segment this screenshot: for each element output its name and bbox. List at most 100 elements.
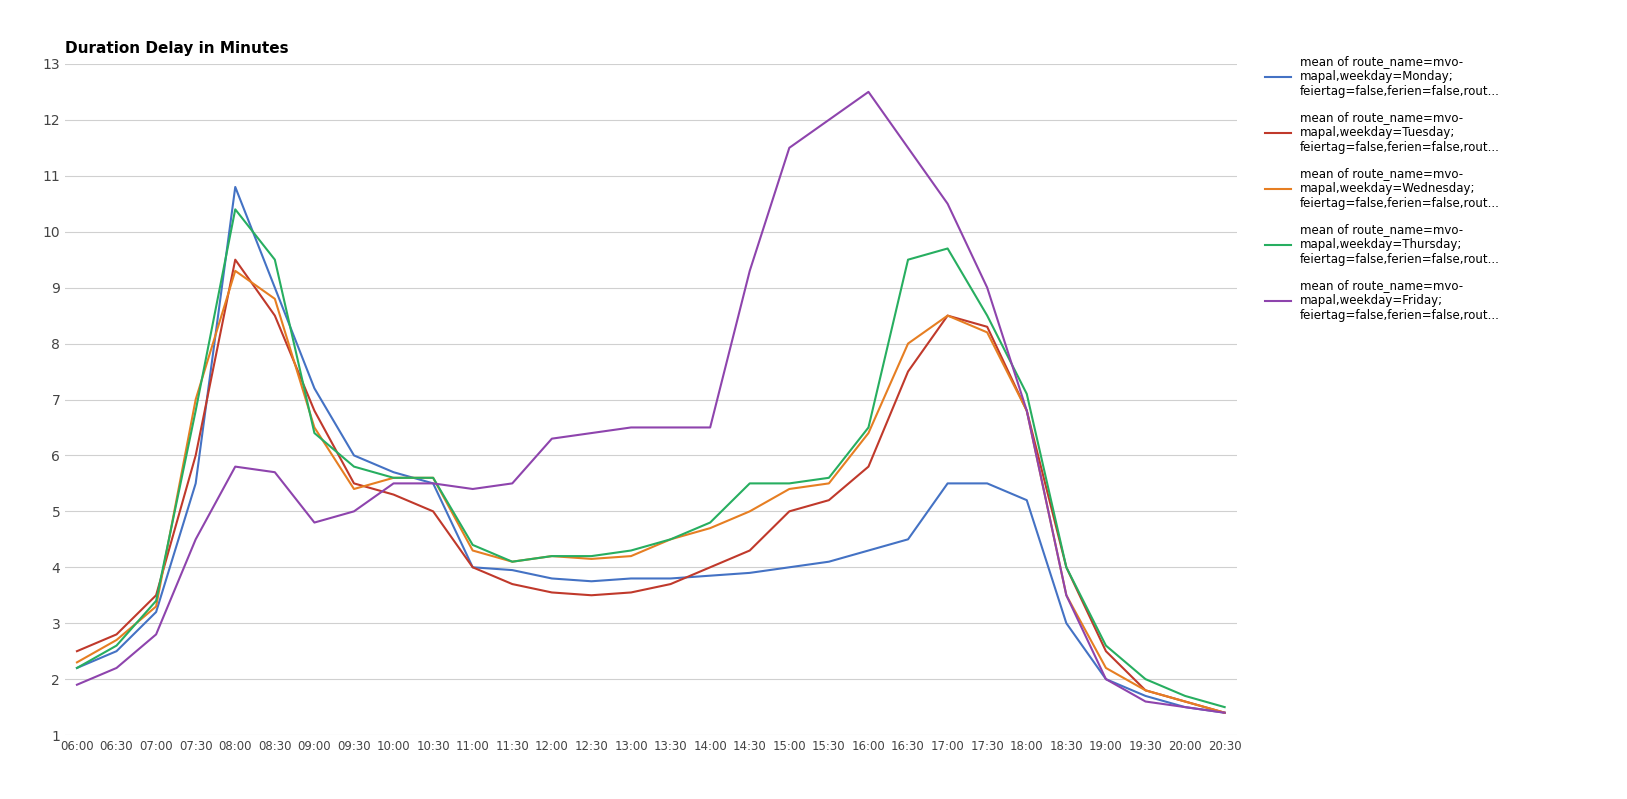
mean of route_name=mvo-
mapal,weekday=Tuesday;
feiertag=false,ferien=false,rout... (67, 646, 86, 656)
mean of route_name=mvo-
mapal,weekday=Wednesday;
feiertag=false,ferien=false,rout... (661, 535, 680, 544)
mean of route_name=mvo-
mapal,weekday=Friday;
feiertag=false,ferien=false,rout... (779, 143, 799, 153)
mean of route_name=mvo-
mapal,weekday=Friday;
feiertag=false,ferien=false,rout... (859, 87, 879, 97)
mean of route_name=mvo-
mapal,weekday=Monday;
feiertag=false,ferien=false,rout... (978, 479, 997, 488)
mean of route_name=mvo-
mapal,weekday=Monday;
feiertag=false,ferien=false,rout... (265, 283, 285, 292)
mean of route_name=mvo-
mapal,weekday=Thursday;
feiertag=false,ferien=false,rout... (1017, 389, 1036, 399)
mean of route_name=mvo-
mapal,weekday=Tuesday;
feiertag=false,ferien=false,rout... (146, 590, 166, 600)
mean of route_name=mvo-
mapal,weekday=Thursday;
feiertag=false,ferien=false,rout... (542, 551, 561, 561)
mean of route_name=mvo-
mapal,weekday=Tuesday;
feiertag=false,ferien=false,rout... (700, 562, 719, 572)
mean of route_name=mvo-
mapal,weekday=Wednesday;
feiertag=false,ferien=false,rout... (1097, 663, 1116, 673)
mean of route_name=mvo-
mapal,weekday=Wednesday;
feiertag=false,ferien=false,rout... (265, 294, 285, 304)
mean of route_name=mvo-
mapal,weekday=Friday;
feiertag=false,ferien=false,rout... (146, 630, 166, 639)
mean of route_name=mvo-
mapal,weekday=Monday;
feiertag=false,ferien=false,rout... (345, 451, 364, 460)
mean of route_name=mvo-
mapal,weekday=Monday;
feiertag=false,ferien=false,rout... (661, 574, 680, 583)
mean of route_name=mvo-
mapal,weekday=Wednesday;
feiertag=false,ferien=false,rout... (67, 658, 86, 667)
mean of route_name=mvo-
mapal,weekday=Monday;
feiertag=false,ferien=false,rout... (1215, 708, 1235, 718)
mean of route_name=mvo-
mapal,weekday=Thursday;
feiertag=false,ferien=false,rout... (464, 540, 483, 550)
mean of route_name=mvo-
mapal,weekday=Tuesday;
feiertag=false,ferien=false,rout... (185, 451, 205, 460)
mean of route_name=mvo-
mapal,weekday=Tuesday;
feiertag=false,ferien=false,rout... (1175, 697, 1194, 706)
mean of route_name=mvo-
mapal,weekday=Monday;
feiertag=false,ferien=false,rout... (185, 479, 205, 488)
Legend: mean of route_name=mvo-
mapal,weekday=Monday;
feiertag=false,ferien=false,rout..: mean of route_name=mvo- mapal,weekday=Mo… (1259, 50, 1505, 327)
mean of route_name=mvo-
mapal,weekday=Monday;
feiertag=false,ferien=false,rout... (226, 182, 246, 192)
mean of route_name=mvo-
mapal,weekday=Thursday;
feiertag=false,ferien=false,rout... (503, 557, 522, 566)
mean of route_name=mvo-
mapal,weekday=Wednesday;
feiertag=false,ferien=false,rout... (1056, 590, 1075, 600)
mean of route_name=mvo-
mapal,weekday=Wednesday;
feiertag=false,ferien=false,rout... (1175, 697, 1194, 706)
mean of route_name=mvo-
mapal,weekday=Tuesday;
feiertag=false,ferien=false,rout... (423, 507, 443, 516)
mean of route_name=mvo-
mapal,weekday=Thursday;
feiertag=false,ferien=false,rout... (265, 255, 285, 264)
Line: mean of route_name=mvo-
mapal,weekday=Monday;
feiertag=false,ferien=false,rout...: mean of route_name=mvo- mapal,weekday=Mo… (76, 187, 1225, 713)
mean of route_name=mvo-
mapal,weekday=Thursday;
feiertag=false,ferien=false,rout... (107, 641, 127, 650)
mean of route_name=mvo-
mapal,weekday=Thursday;
feiertag=false,ferien=false,rout... (226, 205, 246, 214)
mean of route_name=mvo-
mapal,weekday=Tuesday;
feiertag=false,ferien=false,rout... (1136, 686, 1155, 695)
mean of route_name=mvo-
mapal,weekday=Friday;
feiertag=false,ferien=false,rout... (582, 428, 602, 438)
mean of route_name=mvo-
mapal,weekday=Monday;
feiertag=false,ferien=false,rout... (1097, 674, 1116, 684)
mean of route_name=mvo-
mapal,weekday=Friday;
feiertag=false,ferien=false,rout... (1136, 697, 1155, 706)
mean of route_name=mvo-
mapal,weekday=Thursday;
feiertag=false,ferien=false,rout... (582, 551, 602, 561)
mean of route_name=mvo-
mapal,weekday=Thursday;
feiertag=false,ferien=false,rout... (1097, 641, 1116, 650)
mean of route_name=mvo-
mapal,weekday=Wednesday;
feiertag=false,ferien=false,rout... (1215, 708, 1235, 718)
mean of route_name=mvo-
mapal,weekday=Friday;
feiertag=false,ferien=false,rout... (226, 462, 246, 471)
mean of route_name=mvo-
mapal,weekday=Friday;
feiertag=false,ferien=false,rout... (740, 266, 760, 276)
mean of route_name=mvo-
mapal,weekday=Monday;
feiertag=false,ferien=false,rout... (779, 562, 799, 572)
mean of route_name=mvo-
mapal,weekday=Monday;
feiertag=false,ferien=false,rout... (818, 557, 838, 566)
mean of route_name=mvo-
mapal,weekday=Wednesday;
feiertag=false,ferien=false,rout... (384, 473, 403, 483)
mean of route_name=mvo-
mapal,weekday=Thursday;
feiertag=false,ferien=false,rout... (67, 663, 86, 673)
mean of route_name=mvo-
mapal,weekday=Wednesday;
feiertag=false,ferien=false,rout... (622, 551, 641, 561)
mean of route_name=mvo-
mapal,weekday=Monday;
feiertag=false,ferien=false,rout... (67, 663, 86, 673)
mean of route_name=mvo-
mapal,weekday=Wednesday;
feiertag=false,ferien=false,rout... (146, 602, 166, 611)
mean of route_name=mvo-
mapal,weekday=Wednesday;
feiertag=false,ferien=false,rout... (818, 479, 838, 488)
mean of route_name=mvo-
mapal,weekday=Monday;
feiertag=false,ferien=false,rout... (146, 607, 166, 617)
Line: mean of route_name=mvo-
mapal,weekday=Friday;
feiertag=false,ferien=false,rout...: mean of route_name=mvo- mapal,weekday=Fr… (76, 92, 1225, 713)
mean of route_name=mvo-
mapal,weekday=Monday;
feiertag=false,ferien=false,rout... (542, 574, 561, 583)
mean of route_name=mvo-
mapal,weekday=Thursday;
feiertag=false,ferien=false,rout... (423, 473, 443, 483)
mean of route_name=mvo-
mapal,weekday=Monday;
feiertag=false,ferien=false,rout... (622, 574, 641, 583)
mean of route_name=mvo-
mapal,weekday=Monday;
feiertag=false,ferien=false,rout... (1175, 702, 1194, 712)
mean of route_name=mvo-
mapal,weekday=Friday;
feiertag=false,ferien=false,rout... (67, 680, 86, 690)
mean of route_name=mvo-
mapal,weekday=Thursday;
feiertag=false,ferien=false,rout... (898, 255, 918, 264)
mean of route_name=mvo-
mapal,weekday=Wednesday;
feiertag=false,ferien=false,rout... (740, 507, 760, 516)
mean of route_name=mvo-
mapal,weekday=Wednesday;
feiertag=false,ferien=false,rout... (464, 546, 483, 555)
Line: mean of route_name=mvo-
mapal,weekday=Tuesday;
feiertag=false,ferien=false,rout...: mean of route_name=mvo- mapal,weekday=Tu… (76, 260, 1225, 713)
mean of route_name=mvo-
mapal,weekday=Tuesday;
feiertag=false,ferien=false,rout... (384, 490, 403, 499)
mean of route_name=mvo-
mapal,weekday=Thursday;
feiertag=false,ferien=false,rout... (937, 244, 957, 253)
mean of route_name=mvo-
mapal,weekday=Tuesday;
feiertag=false,ferien=false,rout... (304, 406, 324, 415)
mean of route_name=mvo-
mapal,weekday=Thursday;
feiertag=false,ferien=false,rout... (384, 473, 403, 483)
mean of route_name=mvo-
mapal,weekday=Friday;
feiertag=false,ferien=false,rout... (622, 423, 641, 432)
mean of route_name=mvo-
mapal,weekday=Tuesday;
feiertag=false,ferien=false,rout... (1017, 406, 1036, 415)
mean of route_name=mvo-
mapal,weekday=Friday;
feiertag=false,ferien=false,rout... (1017, 406, 1036, 415)
mean of route_name=mvo-
mapal,weekday=Thursday;
feiertag=false,ferien=false,rout... (146, 596, 166, 606)
mean of route_name=mvo-
mapal,weekday=Monday;
feiertag=false,ferien=false,rout... (1056, 618, 1075, 628)
mean of route_name=mvo-
mapal,weekday=Tuesday;
feiertag=false,ferien=false,rout... (226, 255, 246, 264)
mean of route_name=mvo-
mapal,weekday=Monday;
feiertag=false,ferien=false,rout... (1136, 691, 1155, 701)
mean of route_name=mvo-
mapal,weekday=Tuesday;
feiertag=false,ferien=false,rout... (582, 590, 602, 600)
mean of route_name=mvo-
mapal,weekday=Friday;
feiertag=false,ferien=false,rout... (107, 663, 127, 673)
mean of route_name=mvo-
mapal,weekday=Friday;
feiertag=false,ferien=false,rout... (978, 283, 997, 292)
mean of route_name=mvo-
mapal,weekday=Monday;
feiertag=false,ferien=false,rout... (107, 646, 127, 656)
mean of route_name=mvo-
mapal,weekday=Monday;
feiertag=false,ferien=false,rout... (740, 568, 760, 578)
mean of route_name=mvo-
mapal,weekday=Thursday;
feiertag=false,ferien=false,rout... (185, 406, 205, 415)
mean of route_name=mvo-
mapal,weekday=Tuesday;
feiertag=false,ferien=false,rout... (661, 579, 680, 589)
mean of route_name=mvo-
mapal,weekday=Thursday;
feiertag=false,ferien=false,rout... (1175, 691, 1194, 701)
Line: mean of route_name=mvo-
mapal,weekday=Thursday;
feiertag=false,ferien=false,rout...: mean of route_name=mvo- mapal,weekday=Th… (76, 209, 1225, 707)
mean of route_name=mvo-
mapal,weekday=Thursday;
feiertag=false,ferien=false,rout... (1056, 562, 1075, 572)
mean of route_name=mvo-
mapal,weekday=Friday;
feiertag=false,ferien=false,rout... (700, 423, 719, 432)
mean of route_name=mvo-
mapal,weekday=Tuesday;
feiertag=false,ferien=false,rout... (503, 579, 522, 589)
mean of route_name=mvo-
mapal,weekday=Tuesday;
feiertag=false,ferien=false,rout... (1215, 708, 1235, 718)
mean of route_name=mvo-
mapal,weekday=Wednesday;
feiertag=false,ferien=false,rout... (1136, 686, 1155, 695)
mean of route_name=mvo-
mapal,weekday=Thursday;
feiertag=false,ferien=false,rout... (345, 462, 364, 471)
mean of route_name=mvo-
mapal,weekday=Tuesday;
feiertag=false,ferien=false,rout... (937, 311, 957, 320)
mean of route_name=mvo-
mapal,weekday=Thursday;
feiertag=false,ferien=false,rout... (661, 535, 680, 544)
mean of route_name=mvo-
mapal,weekday=Friday;
feiertag=false,ferien=false,rout... (265, 467, 285, 477)
mean of route_name=mvo-
mapal,weekday=Wednesday;
feiertag=false,ferien=false,rout... (779, 484, 799, 494)
mean of route_name=mvo-
mapal,weekday=Friday;
feiertag=false,ferien=false,rout... (345, 507, 364, 516)
mean of route_name=mvo-
mapal,weekday=Thursday;
feiertag=false,ferien=false,rout... (622, 546, 641, 555)
mean of route_name=mvo-
mapal,weekday=Friday;
feiertag=false,ferien=false,rout... (423, 479, 443, 488)
mean of route_name=mvo-
mapal,weekday=Tuesday;
feiertag=false,ferien=false,rout... (779, 507, 799, 516)
mean of route_name=mvo-
mapal,weekday=Friday;
feiertag=false,ferien=false,rout... (1175, 702, 1194, 712)
mean of route_name=mvo-
mapal,weekday=Monday;
feiertag=false,ferien=false,rout... (423, 479, 443, 488)
mean of route_name=mvo-
mapal,weekday=Thursday;
feiertag=false,ferien=false,rout... (740, 479, 760, 488)
mean of route_name=mvo-
mapal,weekday=Friday;
feiertag=false,ferien=false,rout... (937, 199, 957, 209)
Text: Duration Delay in Minutes: Duration Delay in Minutes (65, 41, 288, 56)
mean of route_name=mvo-
mapal,weekday=Wednesday;
feiertag=false,ferien=false,rout... (937, 311, 957, 320)
mean of route_name=mvo-
mapal,weekday=Friday;
feiertag=false,ferien=false,rout... (818, 115, 838, 125)
